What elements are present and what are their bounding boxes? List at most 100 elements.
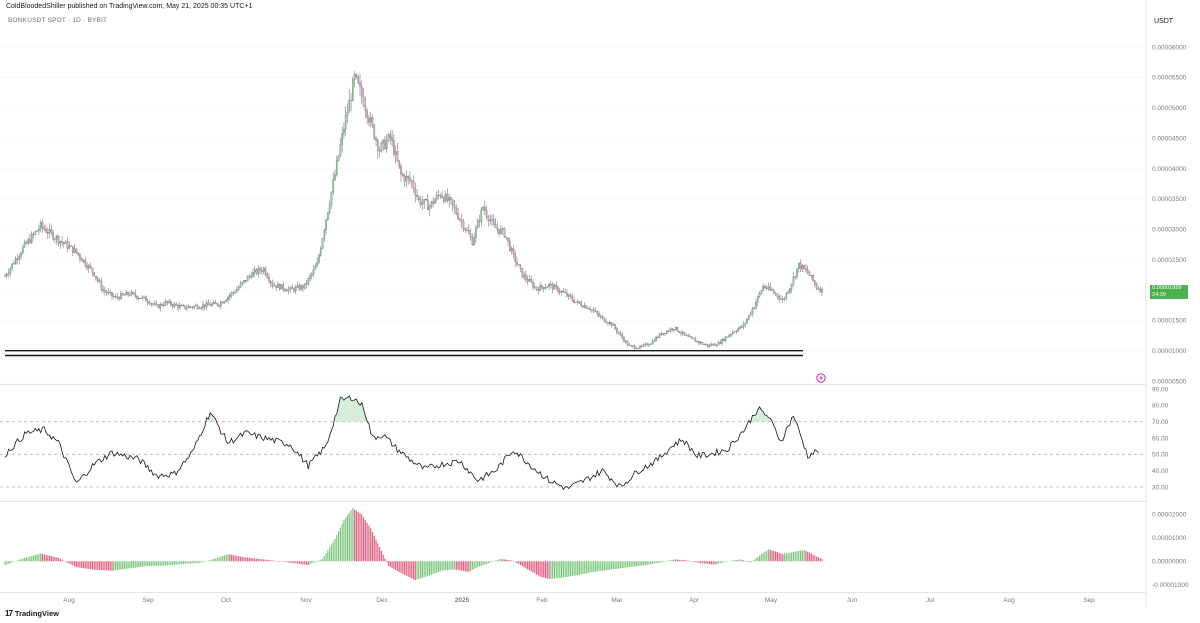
histogram-bar [659, 561, 661, 563]
candle-body [535, 286, 538, 290]
histogram-bar [186, 561, 188, 564]
histogram-bar [489, 561, 491, 563]
candle-body [376, 140, 379, 151]
candle-body [29, 239, 31, 243]
histogram-bar [120, 561, 122, 570]
histogram-bar [138, 561, 140, 568]
candle-body [441, 195, 443, 198]
histogram-bar [430, 561, 432, 575]
histogram-bar [498, 559, 500, 562]
time-tick-label: Apr [689, 597, 700, 604]
histogram-bar [682, 560, 684, 562]
candle-body [63, 242, 65, 244]
candle-body [239, 283, 242, 288]
candle-body [173, 303, 176, 307]
candle-body [578, 301, 581, 304]
candle-body [394, 151, 397, 155]
time-tick-label: Mar [611, 597, 623, 604]
histogram-bar [548, 561, 550, 579]
candle-body [112, 295, 115, 297]
candle-body [751, 308, 754, 315]
candle-body [612, 324, 615, 326]
candle-body [273, 285, 276, 287]
histogram-bar [79, 561, 81, 568]
histogram-bar [66, 561, 69, 563]
histogram-bar [7, 561, 10, 564]
flash-icon[interactable] [816, 373, 826, 383]
histogram-bar [295, 561, 297, 564]
histogram-bar [443, 561, 445, 571]
tradingview-logo[interactable]: 17 TradingView [5, 609, 59, 618]
candle-body [198, 308, 201, 309]
histogram-bar [703, 561, 705, 564]
candle-body [230, 292, 233, 296]
candle-body [794, 276, 797, 278]
histogram-bar [177, 561, 179, 565]
candle-body [18, 256, 21, 260]
candle-body [419, 199, 422, 205]
candle-body [184, 305, 186, 309]
candle-body [387, 134, 390, 141]
histogram-bar [742, 560, 745, 562]
candle-body [107, 292, 110, 294]
candle-body [214, 302, 217, 304]
histogram-bar [618, 561, 620, 569]
histogram-bar [52, 556, 54, 562]
histogram-bar [769, 549, 771, 562]
histogram-bar [172, 561, 174, 565]
candle-body [407, 176, 409, 178]
histogram-tick-label: 0.00002000 [1152, 511, 1187, 518]
histogram-bar [577, 561, 579, 576]
candle-body [737, 328, 739, 332]
candle-body [487, 216, 490, 222]
candle-body [5, 274, 8, 277]
histogram-bar [147, 561, 149, 566]
candle-body [401, 174, 404, 176]
candle-body [671, 328, 673, 331]
histogram-bar [657, 561, 659, 564]
candle-body [182, 305, 185, 307]
histogram-bar [218, 557, 220, 562]
rsi-tick-label: 90.00 [1152, 386, 1169, 393]
histogram-bar [409, 561, 411, 578]
candle-body [637, 348, 640, 349]
candle-body [603, 317, 606, 322]
histogram-bar [323, 556, 325, 562]
rsi-line [4, 395, 819, 491]
histogram-bar [371, 532, 374, 562]
histogram-bar [782, 554, 784, 562]
candle-body [455, 207, 458, 214]
candle-body [662, 333, 665, 335]
candle-body [116, 296, 119, 298]
histogram-bar [491, 561, 493, 562]
candle-body [764, 286, 766, 289]
histogram-bar [637, 561, 639, 566]
candle-body [760, 290, 763, 294]
candle-body [781, 298, 784, 300]
histogram-bar [325, 553, 327, 562]
candle-body [300, 285, 302, 290]
histogram-bar [453, 561, 456, 570]
histogram-bar [562, 561, 564, 578]
candle-body [359, 82, 361, 87]
candle-body [187, 306, 190, 309]
histogram-bar [102, 561, 104, 571]
candle-body [548, 283, 550, 287]
histogram-bar [732, 560, 734, 562]
histogram-bar [808, 552, 811, 562]
histogram-bar [362, 517, 365, 562]
histogram-bar [134, 561, 136, 568]
candle-body [52, 232, 54, 240]
candle-body [148, 301, 151, 305]
candle-body [318, 255, 320, 263]
candle-body [712, 343, 715, 346]
histogram-bar [593, 561, 595, 572]
candle-body [667, 330, 670, 332]
histogram-bar [434, 561, 436, 574]
candle-body [70, 245, 72, 247]
histogram-bar [505, 559, 507, 562]
histogram-bar [114, 561, 117, 571]
candle-body [253, 269, 256, 273]
histogram-bar [555, 561, 557, 579]
